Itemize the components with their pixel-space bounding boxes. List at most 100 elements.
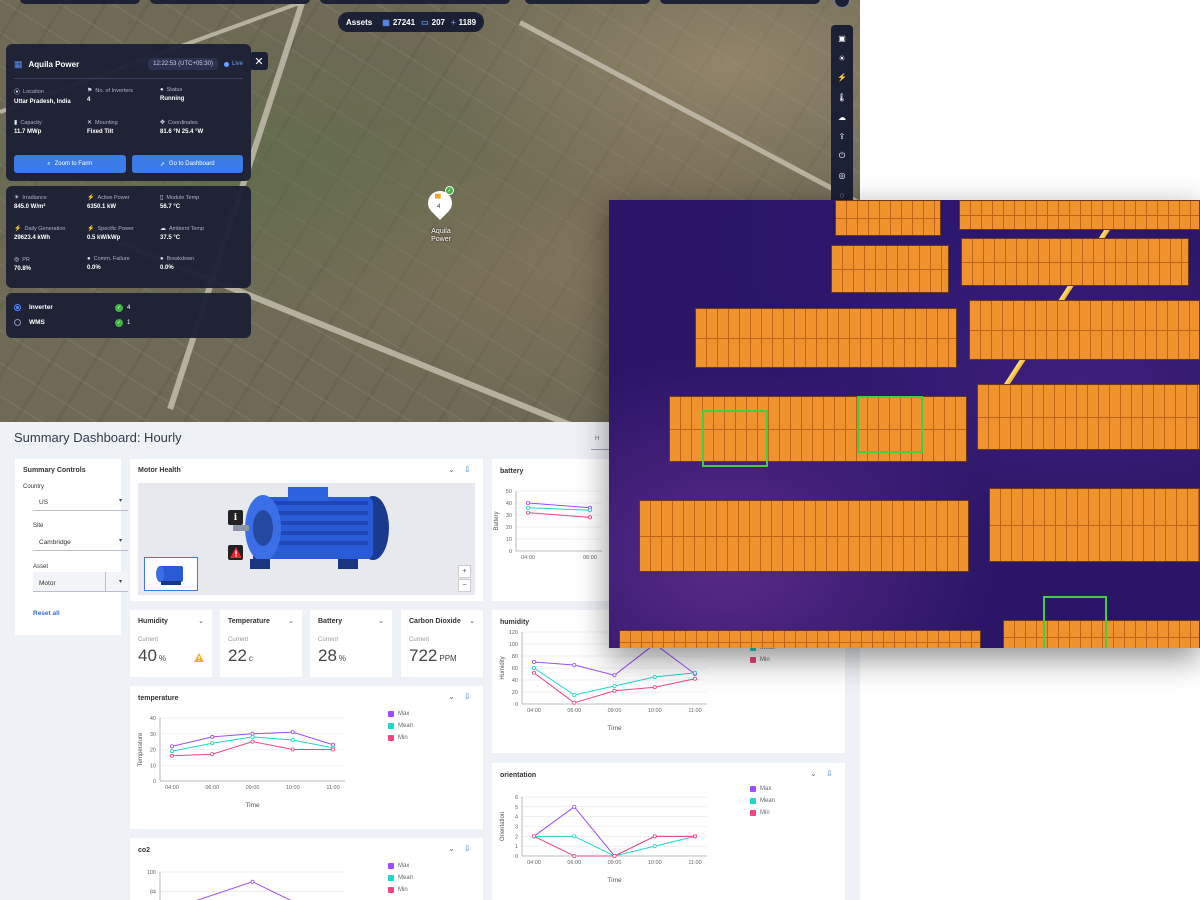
metric-label-row: ⚡ Active Power bbox=[87, 194, 160, 202]
chevron-down-icon[interactable]: ⌄ bbox=[448, 465, 455, 474]
top-toolbar-chip[interactable] bbox=[525, 0, 650, 4]
defect-bounding-box[interactable] bbox=[702, 410, 768, 467]
farm-field-value: Uttar Pradesh, India bbox=[14, 99, 71, 105]
target-icon[interactable]: ◎ bbox=[838, 171, 846, 181]
orientation-legend: Max Mean Min bbox=[750, 783, 775, 819]
pv-row bbox=[989, 488, 1200, 562]
legend-mean[interactable]: Mean bbox=[388, 720, 413, 732]
kpi-name: Carbon Dioxide bbox=[409, 618, 461, 625]
kpi-humidity[interactable]: Humidity ⌄ Current 40% bbox=[130, 610, 212, 677]
chevron-down-icon[interactable]: ⌄ bbox=[469, 618, 475, 625]
zoom-out-button[interactable]: − bbox=[458, 579, 471, 592]
kpi-name: Temperature bbox=[228, 618, 270, 625]
legend-swatch bbox=[750, 786, 756, 792]
assets-plus-count: 1189 bbox=[458, 17, 477, 27]
data-point bbox=[290, 747, 295, 752]
farm-field-label-row: ✥ Coordinates bbox=[160, 119, 233, 127]
radio-selected-icon[interactable] bbox=[14, 304, 21, 311]
weather-icon[interactable]: ☁ bbox=[838, 112, 846, 122]
metric-fields: ☀ Irradiance 845.0 W/m² ⚡ Active Power 6350.1… bbox=[6, 186, 251, 291]
marker-label-line2: Power bbox=[431, 236, 451, 243]
legend-min[interactable]: Min bbox=[750, 654, 775, 666]
kpi-battery[interactable]: Battery ⌄ Current 28% bbox=[310, 610, 392, 677]
download-icon[interactable]: ⇩ bbox=[826, 769, 833, 778]
tab-hourly[interactable]: H bbox=[591, 432, 621, 450]
data-point bbox=[526, 501, 531, 506]
y-axis-label: Orientation bbox=[500, 812, 506, 841]
orientation-chart: orientation 0 1 2 3 4 5 6 04:00 06:00 09:00 10:00 11… bbox=[500, 772, 707, 884]
download-icon[interactable]: ⇩ bbox=[464, 692, 471, 701]
close-icon[interactable]: ✕ bbox=[250, 52, 268, 70]
go-to-dashboard-button[interactable]: ⇗ Go to Dashboard bbox=[131, 155, 243, 173]
series-line-min bbox=[527, 512, 591, 518]
lightning-icon[interactable]: ⚡ bbox=[837, 73, 847, 83]
power-icon[interactable]: ⏻ bbox=[838, 151, 846, 161]
site-select[interactable]: Cambridge ▾ bbox=[33, 531, 128, 551]
breakdown-icon: ● bbox=[160, 256, 164, 262]
info-icon[interactable]: i bbox=[228, 510, 243, 525]
country-select[interactable]: US ▾ bbox=[33, 491, 128, 511]
sun-icon[interactable]: ☀ bbox=[838, 53, 846, 63]
x-tick-label: 10:00 bbox=[648, 860, 662, 866]
motor-thumbnail[interactable] bbox=[144, 557, 198, 591]
layers-icon[interactable]: ▣ bbox=[838, 34, 846, 44]
profile-avatar[interactable] bbox=[834, 0, 850, 8]
farm-field-item: ⦿ Location Uttar Pradesh, India bbox=[14, 87, 87, 119]
legend-max[interactable]: Max bbox=[388, 860, 413, 872]
pv-row bbox=[959, 200, 1200, 230]
legend-mean[interactable]: Mean bbox=[388, 872, 413, 884]
top-toolbar-chip[interactable] bbox=[320, 0, 510, 4]
legend-min[interactable]: Min bbox=[388, 884, 413, 896]
chevron-down-icon[interactable]: ⌄ bbox=[810, 769, 817, 778]
download-icon[interactable]: ⇩ bbox=[464, 844, 471, 853]
asset-select[interactable]: Motor ▾ bbox=[33, 572, 128, 592]
warning-icon[interactable] bbox=[228, 545, 243, 560]
top-toolbar-chip[interactable] bbox=[20, 0, 140, 4]
chevron-down-icon[interactable]: ⌄ bbox=[448, 692, 455, 701]
assets-summary[interactable]: Assets ▦ 27241 ▭ 207 +1189 bbox=[338, 12, 485, 32]
radio-icon[interactable] bbox=[14, 319, 21, 326]
legend-max[interactable]: Max bbox=[750, 783, 775, 795]
legend-min[interactable]: Min bbox=[388, 732, 413, 744]
y-tick-label: 3 bbox=[515, 825, 518, 831]
metrics-panel: ☀ Irradiance 845.0 W/m² ⚡ Active Power 6350.1… bbox=[6, 186, 251, 288]
comm-failure-icon: ● bbox=[87, 256, 91, 262]
motor-3d-view[interactable]: i + − bbox=[138, 483, 475, 595]
upload-icon[interactable]: ⇪ bbox=[838, 132, 846, 142]
chevron-icon[interactable]: ◌ bbox=[839, 190, 845, 200]
download-icon[interactable]: ⇩ bbox=[464, 465, 471, 474]
defect-bounding-box[interactable] bbox=[857, 396, 923, 453]
site-label: Site bbox=[33, 523, 44, 529]
country-value: US bbox=[39, 499, 49, 506]
data-point bbox=[290, 730, 295, 735]
capacity-icon: ▮ bbox=[14, 120, 18, 126]
legend-mean[interactable]: Mean bbox=[750, 795, 775, 807]
legend-mean[interactable]: Mean bbox=[750, 642, 775, 654]
legend-min[interactable]: Min bbox=[750, 807, 775, 819]
layer-wms[interactable]: WMS ✓ 1 bbox=[6, 315, 251, 330]
data-point bbox=[526, 505, 531, 510]
asset-label: Asset bbox=[33, 564, 49, 570]
top-toolbar-chip[interactable] bbox=[660, 0, 820, 4]
x-tick-label: 04:00 bbox=[527, 860, 541, 866]
legend-swatch bbox=[750, 657, 756, 663]
chevron-down-icon[interactable]: ⌄ bbox=[378, 618, 384, 625]
legend-swatch bbox=[750, 645, 756, 651]
farm-field-label-row: ✕ Mounting bbox=[87, 119, 160, 127]
farm-map-marker[interactable]: ▀ 4 ✓ bbox=[423, 186, 457, 220]
metric-label-row: ⚡ Daily Generation bbox=[14, 225, 87, 233]
chevron-down-icon[interactable]: ⌄ bbox=[198, 618, 204, 625]
top-toolbar-chip[interactable] bbox=[150, 0, 310, 4]
reset-all-link[interactable]: Reset all bbox=[33, 610, 60, 617]
legend-max[interactable]: Max bbox=[388, 708, 413, 720]
kpi-temperature[interactable]: Temperature ⌄ Current 22 c bbox=[220, 610, 302, 677]
defect-bounding-box[interactable] bbox=[1043, 596, 1107, 648]
kpi-carbon-dioxide[interactable]: Carbon Dioxide ⌄ Current 722 PPM bbox=[401, 610, 483, 677]
chevron-down-icon[interactable]: ⌄ bbox=[448, 844, 455, 853]
zoom-in-button[interactable]: + bbox=[458, 565, 471, 578]
layer-inverter[interactable]: Inverter ✓ 4 bbox=[6, 300, 251, 315]
chevron-down-icon[interactable]: ⌄ bbox=[288, 618, 294, 625]
zoom-to-farm-button[interactable]: ⌕ Zoom to Farm bbox=[14, 155, 126, 173]
thermometer-icon[interactable]: 🌡︎ bbox=[836, 92, 848, 102]
